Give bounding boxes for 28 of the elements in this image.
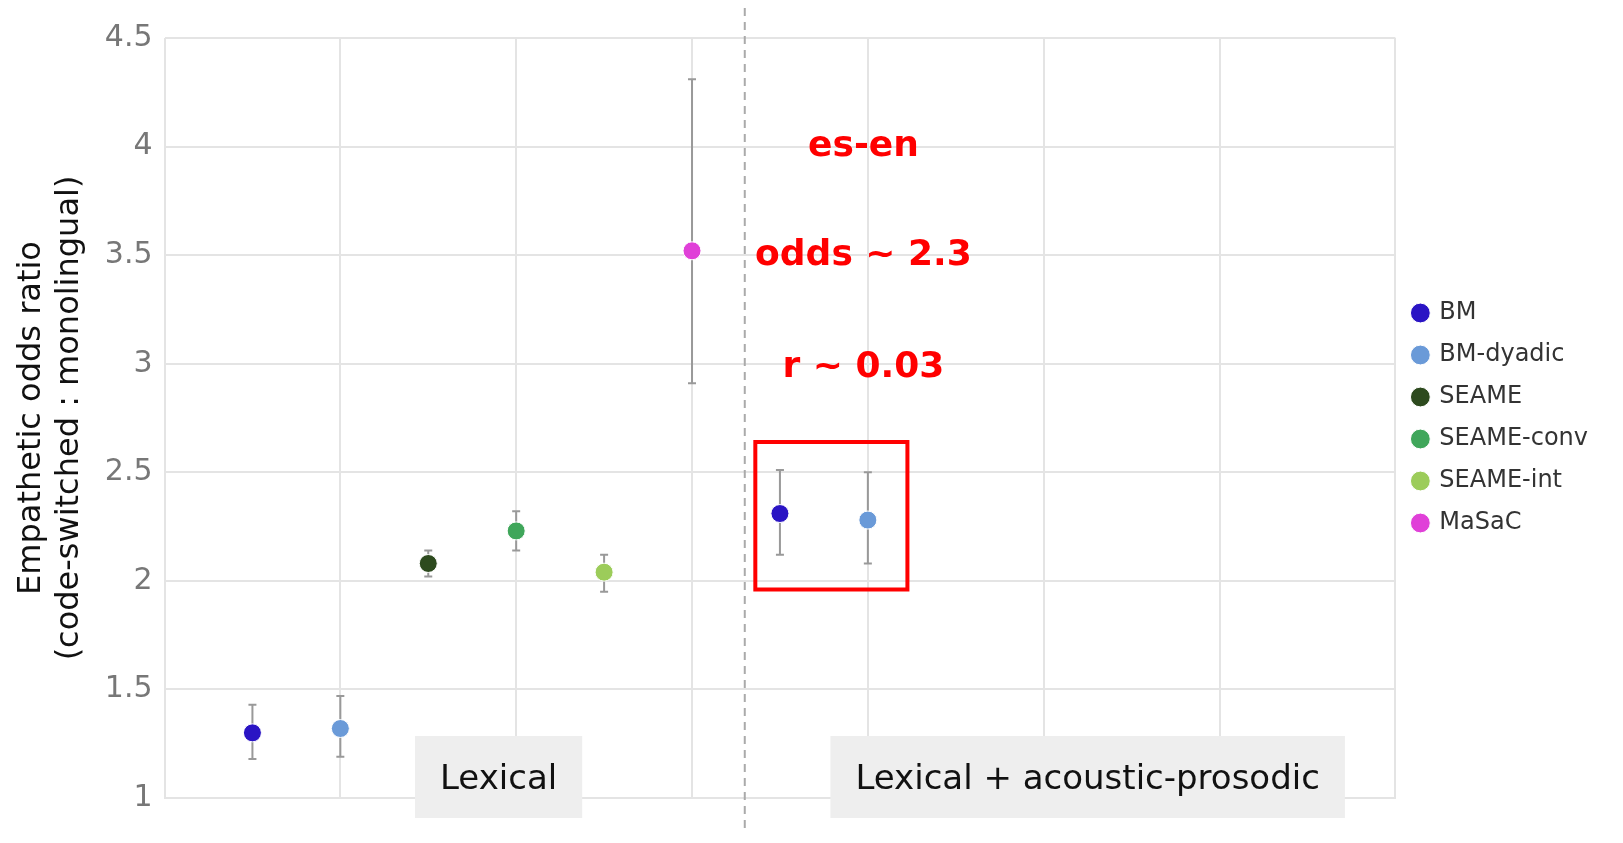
- point: [418, 553, 438, 573]
- y-tick-label: 2: [133, 560, 153, 596]
- annotation: Lexical: [439, 756, 558, 797]
- legend-label: BM-dyadic: [1439, 339, 1565, 368]
- annotation: Lexical + acoustic-prosodic: [855, 756, 1320, 797]
- y-tick-label: 3: [133, 343, 153, 379]
- y-tick-label: 2.5: [104, 452, 153, 488]
- annotation: r ~ 0.03: [782, 344, 945, 386]
- point: [242, 723, 262, 743]
- y-tick-label: 1.5: [104, 669, 153, 705]
- legend-label: BM: [1439, 297, 1477, 326]
- annotation: odds ~ 2.3: [755, 231, 972, 273]
- point: [682, 241, 702, 261]
- annotation: es-en: [808, 122, 919, 164]
- y-tick-label: 4.5: [104, 17, 153, 53]
- legend-label: SEAME-conv: [1439, 423, 1588, 452]
- y-tick-label: 3.5: [104, 234, 153, 270]
- legend-label: SEAME: [1439, 381, 1523, 410]
- point: [594, 562, 614, 582]
- point: [330, 719, 350, 739]
- y-tick-label: 4: [133, 126, 153, 162]
- y-axis-title: Empathetic odds ratio (code-switched : monolingual): [9, 175, 86, 661]
- legend-label: MaSaC: [1439, 507, 1522, 536]
- point: [858, 510, 878, 530]
- y-tick-label: 1: [133, 777, 153, 813]
- point: [770, 504, 790, 524]
- point: [506, 521, 526, 541]
- legend-label: SEAME-int: [1439, 465, 1562, 494]
